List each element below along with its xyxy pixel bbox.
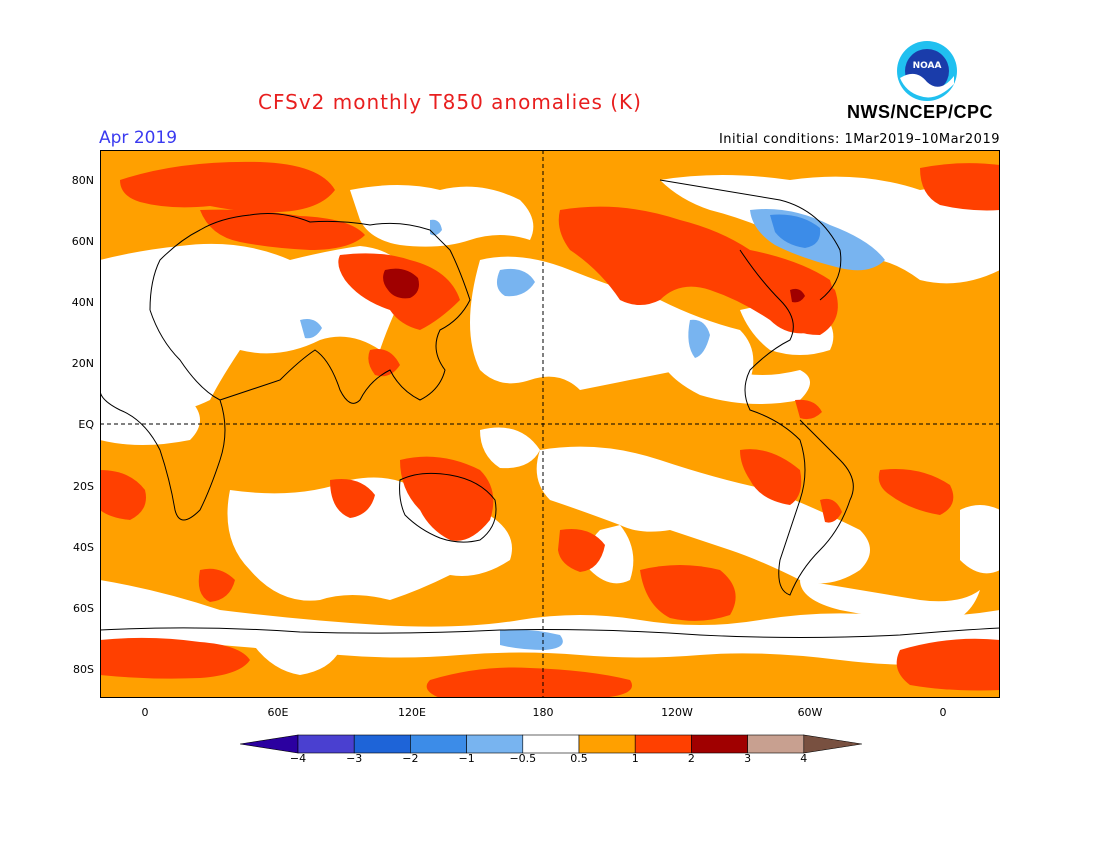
lon-label: 60E — [267, 706, 289, 719]
colorbar-segment — [522, 734, 580, 754]
lon-label: 60W — [797, 706, 823, 719]
colorbar-segment — [747, 734, 805, 754]
agency-label: NWS/NCEP/CPC — [847, 102, 994, 122]
lat-label: EQ — [78, 418, 94, 431]
anomaly-neg-1-2k — [770, 214, 821, 248]
lat-label: 60N — [71, 235, 94, 248]
noaa-logo: NOAA — [897, 41, 957, 101]
colorbar-segment — [691, 734, 748, 754]
colorbar-tick-label: 0.5 — [570, 752, 588, 765]
colorbar — [240, 734, 862, 754]
colorbar-tick-label: −3 — [346, 752, 363, 765]
lat-label: 20S — [73, 480, 94, 493]
colorbar-arrow-high — [803, 734, 862, 754]
lat-label: 60S — [73, 602, 94, 615]
lat-label: 80S — [73, 663, 94, 676]
lon-label: 120W — [661, 706, 693, 719]
colorbar-segment — [466, 734, 524, 754]
colorbar-segment — [353, 734, 411, 754]
colorbar-segment — [297, 734, 355, 754]
lat-label: 40N — [71, 296, 94, 309]
colorbar-tick-label: 2 — [687, 752, 695, 765]
anomaly-2-3k — [383, 268, 805, 303]
lat-label: 40S — [73, 541, 94, 554]
colorbar-tick-label: 4 — [800, 752, 808, 765]
colorbar-segment — [578, 734, 636, 754]
page-title: CFSv2 monthly T850 anomalies (K) — [258, 90, 642, 114]
colorbar-tick-label: −4 — [289, 752, 307, 765]
colorbar-tick-label: 3 — [744, 752, 752, 765]
colorbar-segment — [410, 734, 467, 754]
initial-conditions: Initial conditions: 1Mar2019–10Mar2019 — [718, 132, 1000, 147]
colorbar-tick-label: −1 — [458, 752, 475, 765]
anomaly-1-2k — [100, 161, 1000, 698]
colorbar-arrow-low — [240, 734, 299, 754]
colorbar-tick-label: −0.5 — [509, 752, 537, 765]
colorbar-tick-label: −2 — [402, 752, 419, 765]
logo-text: NOAA — [913, 61, 942, 71]
lat-label: 20N — [71, 357, 94, 370]
forecast-month: Apr 2019 — [99, 128, 178, 148]
lon-label: 0 — [141, 706, 149, 719]
lat-label: 80N — [71, 174, 94, 187]
colorbar-tick-label: 1 — [631, 752, 639, 765]
lon-label: 180 — [532, 706, 554, 719]
lon-label: 120E — [398, 706, 426, 719]
colorbar-segment — [634, 734, 692, 754]
anomaly-map — [100, 150, 1000, 698]
coastlines — [100, 179, 1000, 638]
lon-label: 0 — [939, 706, 947, 719]
